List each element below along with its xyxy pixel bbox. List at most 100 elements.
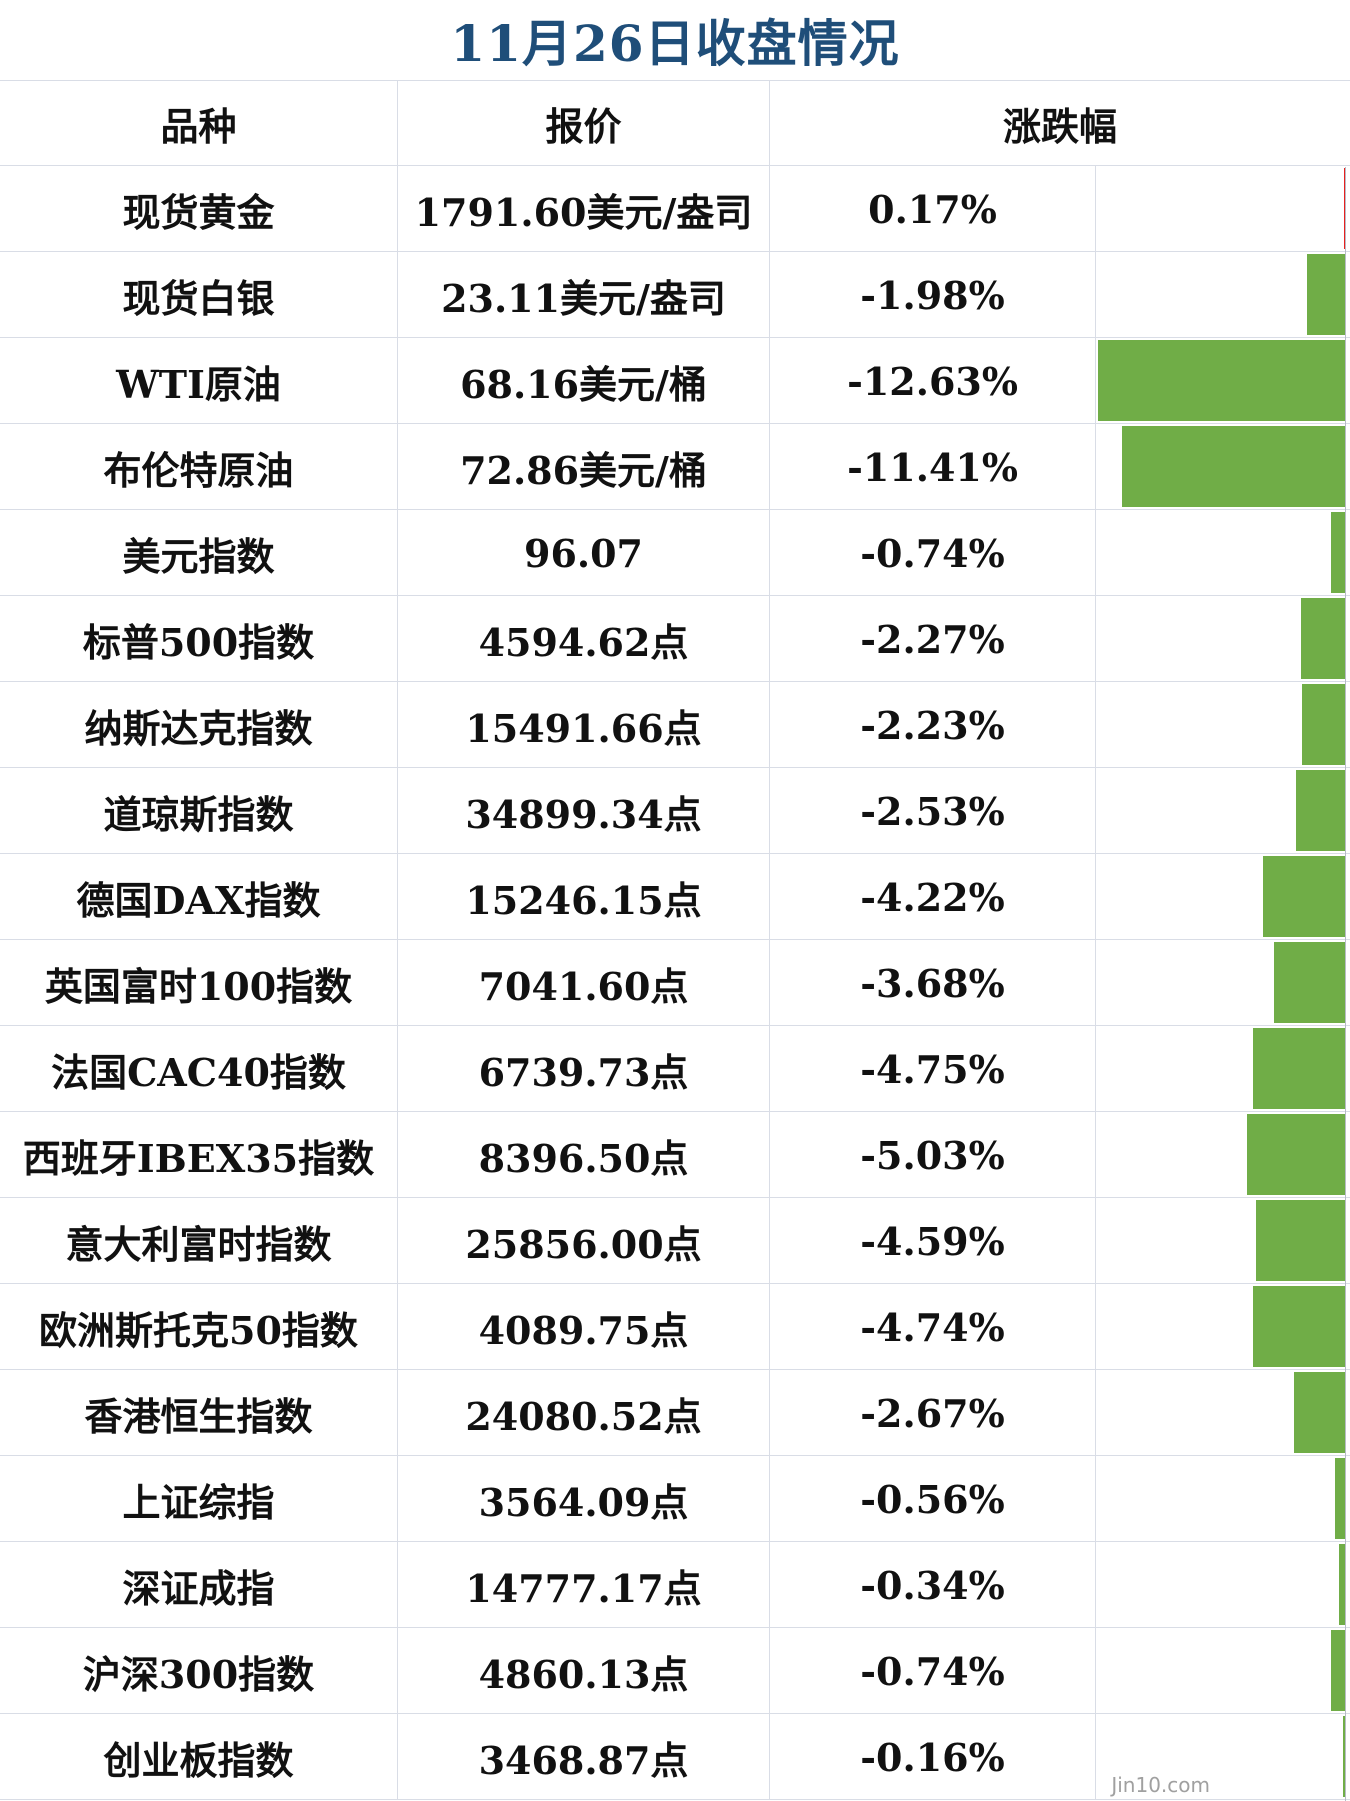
instrument-price: 24080.52点 xyxy=(398,1370,770,1456)
change-bar-area xyxy=(1096,166,1346,252)
instrument-price: 72.86美元/桶 xyxy=(398,424,770,510)
instrument-price: 8396.50点 xyxy=(398,1112,770,1198)
instrument-name: 深证成指 xyxy=(0,1542,398,1628)
instrument-price: 6739.73点 xyxy=(398,1026,770,1112)
change-bar xyxy=(1252,1028,1346,1109)
change-bar-area xyxy=(1096,1112,1346,1198)
instrument-name: 欧洲斯托克50指数 xyxy=(0,1284,398,1370)
instrument-change: -0.74% xyxy=(770,1628,1096,1714)
instrument-name: 道琼斯指数 xyxy=(0,768,398,854)
table-row: 欧洲斯托克50指数 4089.75点 -4.74% xyxy=(0,1284,1350,1370)
instrument-name: 香港恒生指数 xyxy=(0,1370,398,1456)
table-row: 英国富时100指数 7041.60点 -3.68% xyxy=(0,940,1350,1026)
table-row: 道琼斯指数 34899.34点 -2.53% xyxy=(0,768,1350,854)
table-row: 现货白银 23.11美元/盎司 -1.98% xyxy=(0,252,1350,338)
change-bar xyxy=(1335,1458,1346,1539)
instrument-name: 德国DAX指数 xyxy=(0,854,398,940)
change-bar-area xyxy=(1096,1714,1346,1800)
table-row: 布伦特原油 72.86美元/桶 -11.41% xyxy=(0,424,1350,510)
instrument-change: -4.59% xyxy=(770,1198,1096,1284)
table-row: 纳斯达克指数 15491.66点 -2.23% xyxy=(0,682,1350,768)
instrument-price: 25856.00点 xyxy=(398,1198,770,1284)
change-bar xyxy=(1255,1200,1346,1281)
change-bar xyxy=(1098,340,1346,421)
instrument-price: 4594.62点 xyxy=(398,596,770,682)
change-bar xyxy=(1252,1286,1346,1367)
instrument-price: 96.07 xyxy=(398,510,770,596)
instrument-name: 美元指数 xyxy=(0,510,398,596)
instrument-change: -2.27% xyxy=(770,596,1096,682)
change-bar xyxy=(1342,1716,1346,1797)
instrument-change: -2.67% xyxy=(770,1370,1096,1456)
change-bar-area xyxy=(1096,768,1346,854)
instrument-change: -4.75% xyxy=(770,1026,1096,1112)
table-row: 美元指数 96.07 -0.74% xyxy=(0,510,1350,596)
change-bar xyxy=(1331,512,1346,593)
table-row: 德国DAX指数 15246.15点 -4.22% xyxy=(0,854,1350,940)
instrument-change: -12.63% xyxy=(770,338,1096,424)
change-bar-area xyxy=(1096,854,1346,940)
instrument-price: 4860.13点 xyxy=(398,1628,770,1714)
change-bar-area xyxy=(1096,1542,1346,1628)
table-row: 沪深300指数 4860.13点 -0.74% xyxy=(0,1628,1350,1714)
table-row: 意大利富时指数 25856.00点 -4.59% xyxy=(0,1198,1350,1284)
change-bar-area xyxy=(1096,338,1346,424)
instrument-name: 法国CAC40指数 xyxy=(0,1026,398,1112)
change-bar xyxy=(1273,942,1346,1023)
table-row: WTI原油 68.16美元/桶 -12.63% xyxy=(0,338,1350,424)
instrument-name: WTI原油 xyxy=(0,338,398,424)
change-bar-area xyxy=(1096,1370,1346,1456)
change-bar-area xyxy=(1096,1026,1346,1112)
change-bar xyxy=(1302,684,1346,765)
instrument-name: 标普500指数 xyxy=(0,596,398,682)
header-name: 品种 xyxy=(0,80,398,166)
change-bar xyxy=(1293,1372,1346,1453)
instrument-name: 上证综指 xyxy=(0,1456,398,1542)
table-row: 上证综指 3564.09点 -0.56% xyxy=(0,1456,1350,1542)
table-row: 创业板指数 3468.87点 -0.16% xyxy=(0,1714,1350,1800)
instrument-price: 7041.60点 xyxy=(398,940,770,1026)
instrument-name: 现货白银 xyxy=(0,252,398,338)
change-bar-area xyxy=(1096,1456,1346,1542)
change-bar xyxy=(1307,254,1346,335)
instrument-change: -5.03% xyxy=(770,1112,1096,1198)
change-bar xyxy=(1331,1630,1346,1711)
change-bar-area xyxy=(1096,596,1346,682)
instrument-change: -0.56% xyxy=(770,1456,1096,1542)
instrument-price: 68.16美元/桶 xyxy=(398,338,770,424)
change-bar-area xyxy=(1096,510,1346,596)
instrument-change: -4.74% xyxy=(770,1284,1096,1370)
change-bar-area xyxy=(1096,682,1346,768)
header-change: 涨跌幅 xyxy=(1002,103,1117,149)
instrument-name: 现货黄金 xyxy=(0,166,398,252)
instrument-price: 34899.34点 xyxy=(398,768,770,854)
instrument-price: 23.11美元/盎司 xyxy=(398,252,770,338)
change-bar-area xyxy=(1096,252,1346,338)
change-bar xyxy=(1247,1114,1346,1195)
table-row: 香港恒生指数 24080.52点 -2.67% xyxy=(0,1370,1350,1456)
instrument-price: 1791.60美元/盎司 xyxy=(398,166,770,252)
bar-axis-line xyxy=(1345,167,1346,1801)
change-bar xyxy=(1296,770,1346,851)
instrument-name: 西班牙IBEX35指数 xyxy=(0,1112,398,1198)
instrument-price: 15246.15点 xyxy=(398,854,770,940)
instrument-change: -4.22% xyxy=(770,854,1096,940)
instrument-name: 创业板指数 xyxy=(0,1714,398,1800)
change-bar-area xyxy=(1096,1198,1346,1284)
instrument-name: 沪深300指数 xyxy=(0,1628,398,1714)
table-row: 现货黄金 1791.60美元/盎司 0.17% xyxy=(0,166,1350,252)
instrument-price: 15491.66点 xyxy=(398,682,770,768)
table-row: 深证成指 14777.17点 -0.34% xyxy=(0,1542,1350,1628)
table-row: 法国CAC40指数 6739.73点 -4.75% xyxy=(0,1026,1350,1112)
change-bar-area xyxy=(1096,940,1346,1026)
instrument-name: 布伦特原油 xyxy=(0,424,398,510)
change-bar-area xyxy=(1096,1284,1346,1370)
change-bar xyxy=(1263,856,1346,937)
instrument-name: 纳斯达克指数 xyxy=(0,682,398,768)
table-header: 品种 报价 涨跌幅 xyxy=(0,80,1350,166)
instrument-change: -1.98% xyxy=(770,252,1096,338)
watermark: Jin10.com xyxy=(1111,1773,1210,1797)
instrument-name: 意大利富时指数 xyxy=(0,1198,398,1284)
instrument-change: -2.53% xyxy=(770,768,1096,854)
page-title: 11月26日收盘情况 xyxy=(450,14,900,73)
